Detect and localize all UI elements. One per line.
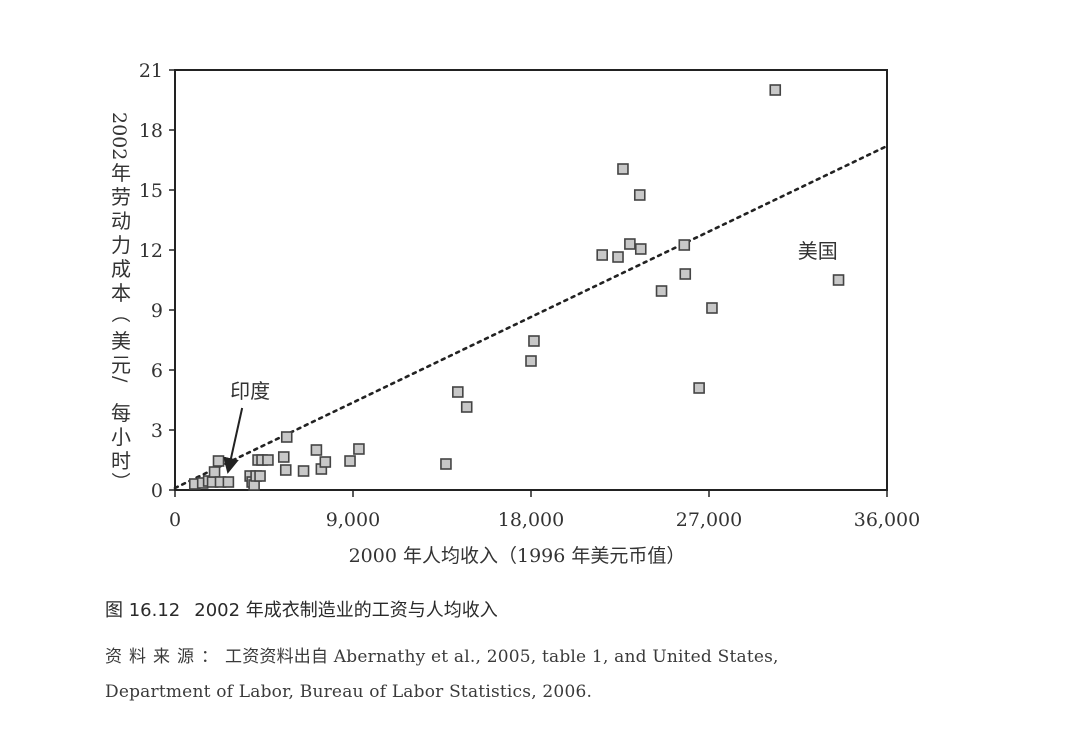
data-point <box>319 456 332 468</box>
svg-text:本: 本 <box>111 281 131 305</box>
data-point <box>344 455 356 467</box>
figure-caption: 图 16.12 2002 年成衣制造业的工资与人均收入 <box>105 596 498 622</box>
svg-text:劳: 劳 <box>111 185 131 209</box>
data-points <box>188 84 845 491</box>
data-point <box>254 470 266 482</box>
y-tick-label: 18 <box>139 120 163 142</box>
data-point <box>678 239 691 251</box>
data-point <box>212 455 225 467</box>
svg-text:美: 美 <box>111 329 131 353</box>
y-tick-label: 3 <box>151 420 163 442</box>
data-point <box>262 454 274 466</box>
source-line-2: Department of Labor, Bureau of Labor Sta… <box>105 682 593 702</box>
data-point <box>525 355 537 367</box>
source-note: 资料来源：工资资料出自 Abernathy et al., 2005, tabl… <box>105 640 935 710</box>
svg-text:成: 成 <box>111 257 131 281</box>
data-point <box>624 238 636 250</box>
data-point <box>634 243 647 255</box>
trend-line <box>173 144 889 490</box>
x-tick-label: 0 <box>169 509 181 531</box>
annotations: 印度 美国 <box>223 239 838 474</box>
annotation-label: 印度 <box>230 379 270 403</box>
svg-text:/: / <box>109 376 131 383</box>
y-tick-label: 12 <box>139 240 163 262</box>
data-point <box>769 84 782 96</box>
data-point <box>596 249 609 261</box>
data-point <box>693 382 705 394</box>
data-point <box>279 464 292 476</box>
data-point <box>679 268 692 280</box>
data-point <box>277 451 290 463</box>
svg-text:动: 动 <box>111 209 131 233</box>
svg-text:力: 力 <box>111 233 131 257</box>
scatter-chart: 0 3 6 9 12 15 18 21 0 9,000 18,000 27,000 36,000 印度 美… <box>108 60 920 567</box>
svg-text:2002: 2002 <box>108 112 130 160</box>
data-point <box>633 189 646 201</box>
data-point <box>222 476 235 488</box>
x-tick-label: 27,000 <box>676 509 742 531</box>
data-point <box>655 285 668 297</box>
axis-ticks: 0 3 6 9 12 15 18 21 0 9,000 18,000 27,000 36,000 <box>139 60 920 531</box>
svg-text:（: （ <box>109 304 131 323</box>
data-point <box>208 466 221 478</box>
source-label: 资料来源： <box>105 647 225 667</box>
x-tick-label: 9,000 <box>326 509 380 531</box>
x-tick-label: 18,000 <box>498 509 564 531</box>
data-point <box>353 443 365 455</box>
svg-text:时: 时 <box>111 449 131 473</box>
svg-text:元: 元 <box>111 353 131 377</box>
y-tick-label: 0 <box>151 480 163 502</box>
svg-text:）: ） <box>109 472 131 491</box>
y-tick-label: 6 <box>151 360 163 382</box>
y-tick-label: 9 <box>151 300 163 322</box>
source-line-1: 工资资料出自 Abernathy et al., 2005, table 1, … <box>225 647 779 667</box>
x-axis-label: 2000 年人均收入（1996 年美元币值） <box>349 545 686 567</box>
annotation-label: 美国 <box>798 239 838 263</box>
figure-number: 图 16.12 <box>105 600 181 621</box>
x-tick-label: 36,000 <box>854 509 920 531</box>
data-point <box>706 302 718 314</box>
svg-text:每: 每 <box>111 401 131 425</box>
plot-area <box>174 69 888 491</box>
data-point <box>452 386 464 398</box>
data-point <box>528 335 540 347</box>
data-point <box>617 163 629 175</box>
data-point <box>440 458 452 470</box>
data-point <box>310 444 323 456</box>
data-point <box>460 401 473 413</box>
svg-text:年: 年 <box>111 161 131 185</box>
data-point <box>280 431 293 443</box>
y-tick-label: 15 <box>139 180 163 202</box>
data-point <box>832 274 845 286</box>
annotation-arrow <box>223 407 244 474</box>
y-tick-label: 21 <box>139 60 163 82</box>
figure-title: 2002 年成衣制造业的工资与人均收入 <box>194 600 498 621</box>
svg-text:小: 小 <box>111 425 131 449</box>
data-point <box>612 251 624 263</box>
data-point <box>297 465 310 477</box>
